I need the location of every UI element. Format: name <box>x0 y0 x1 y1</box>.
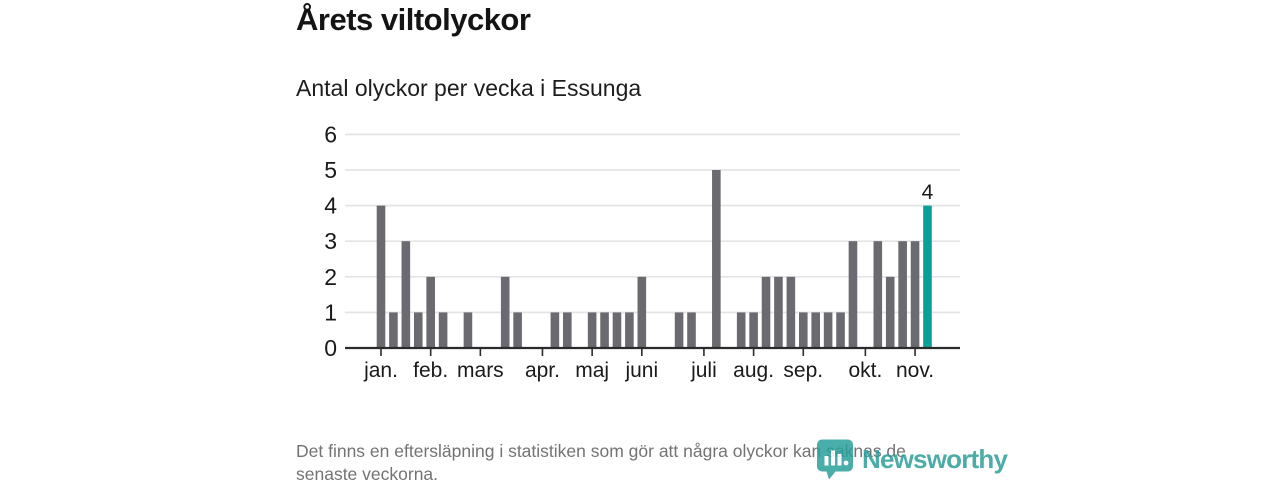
chart-bar-highlighted <box>923 205 932 348</box>
chart-bar <box>612 312 622 348</box>
chart-bar <box>798 312 808 348</box>
chart-bar <box>463 312 473 348</box>
y-axis-tick-label: 1 <box>324 299 337 325</box>
newsworthy-pin-icon <box>817 439 853 480</box>
chart-bar <box>885 276 895 348</box>
y-axis-tick-label: 6 <box>324 121 337 147</box>
y-axis-tick-label: 0 <box>324 335 337 361</box>
x-axis-month-label: maj <box>575 359 609 382</box>
chart-bar <box>712 170 721 348</box>
page-title: Årets viltolyckor <box>296 2 531 37</box>
chart-bar <box>873 241 883 348</box>
chart-bar <box>376 205 386 348</box>
x-axis-month-label: aug. <box>733 359 774 382</box>
y-axis-tick-label: 2 <box>324 264 337 290</box>
chart-bar <box>413 312 423 348</box>
chart-bar <box>401 241 411 348</box>
chart-bar <box>736 312 746 348</box>
chart-bar <box>823 312 833 348</box>
x-axis-month-label: sep. <box>783 359 823 382</box>
newsworthy-logo: Newsworthy <box>816 439 1008 480</box>
chart-subtitle: Antal olyckor per vecka i Essunga <box>296 75 642 101</box>
bar-value-annotation: 4 <box>922 181 934 204</box>
chart-bar <box>774 276 783 348</box>
chart-bar <box>500 276 510 348</box>
y-axis-tick-label: 5 <box>324 157 337 183</box>
chart-bar <box>513 312 522 348</box>
chart-bar <box>563 312 572 348</box>
x-axis-month-label: mars <box>457 359 504 382</box>
chart-bar <box>600 312 609 348</box>
chart-bar <box>438 312 448 348</box>
chart-bar <box>910 241 920 348</box>
chart-bar <box>898 241 907 348</box>
x-axis-month-label: juli <box>690 359 717 382</box>
chart-bar <box>836 312 845 348</box>
y-axis-tick-label: 3 <box>324 228 337 254</box>
newsworthy-logo-text: Newsworthy <box>862 444 1008 474</box>
bar-chart: 0 1 2 3 4 5 6 jan. feb. mars apr. maj juni juli aug. se… <box>324 121 960 382</box>
chart-bar <box>749 312 758 348</box>
chart-bar <box>811 312 820 348</box>
footer-note-line1: Det finns en eftersläpning i statistiken… <box>296 441 906 461</box>
x-axis-month-label: apr. <box>525 359 560 382</box>
chart-bar <box>786 276 796 348</box>
x-axis-month-label: feb. <box>413 359 448 382</box>
chart-bar <box>637 276 647 348</box>
footer-note-line2: senaste veckorna. <box>296 464 439 484</box>
chart-bar <box>674 312 684 348</box>
chart-bar <box>426 276 435 348</box>
chart-bar <box>389 312 398 348</box>
chart-bar <box>687 312 696 348</box>
chart-bar <box>848 241 858 348</box>
chart-bar <box>625 312 634 348</box>
x-axis-month-label: juni <box>624 359 658 382</box>
chart-bar <box>761 276 771 348</box>
x-axis-month-label: jan. <box>363 359 398 382</box>
chart-bar <box>550 312 560 348</box>
chart-bar <box>587 312 597 348</box>
x-axis-month-label: nov. <box>896 359 934 382</box>
footer-note: Det finns en eftersläpning i statistiken… <box>296 440 906 486</box>
y-axis-tick-label: 4 <box>324 193 337 219</box>
x-axis-month-label: okt. <box>848 359 882 382</box>
